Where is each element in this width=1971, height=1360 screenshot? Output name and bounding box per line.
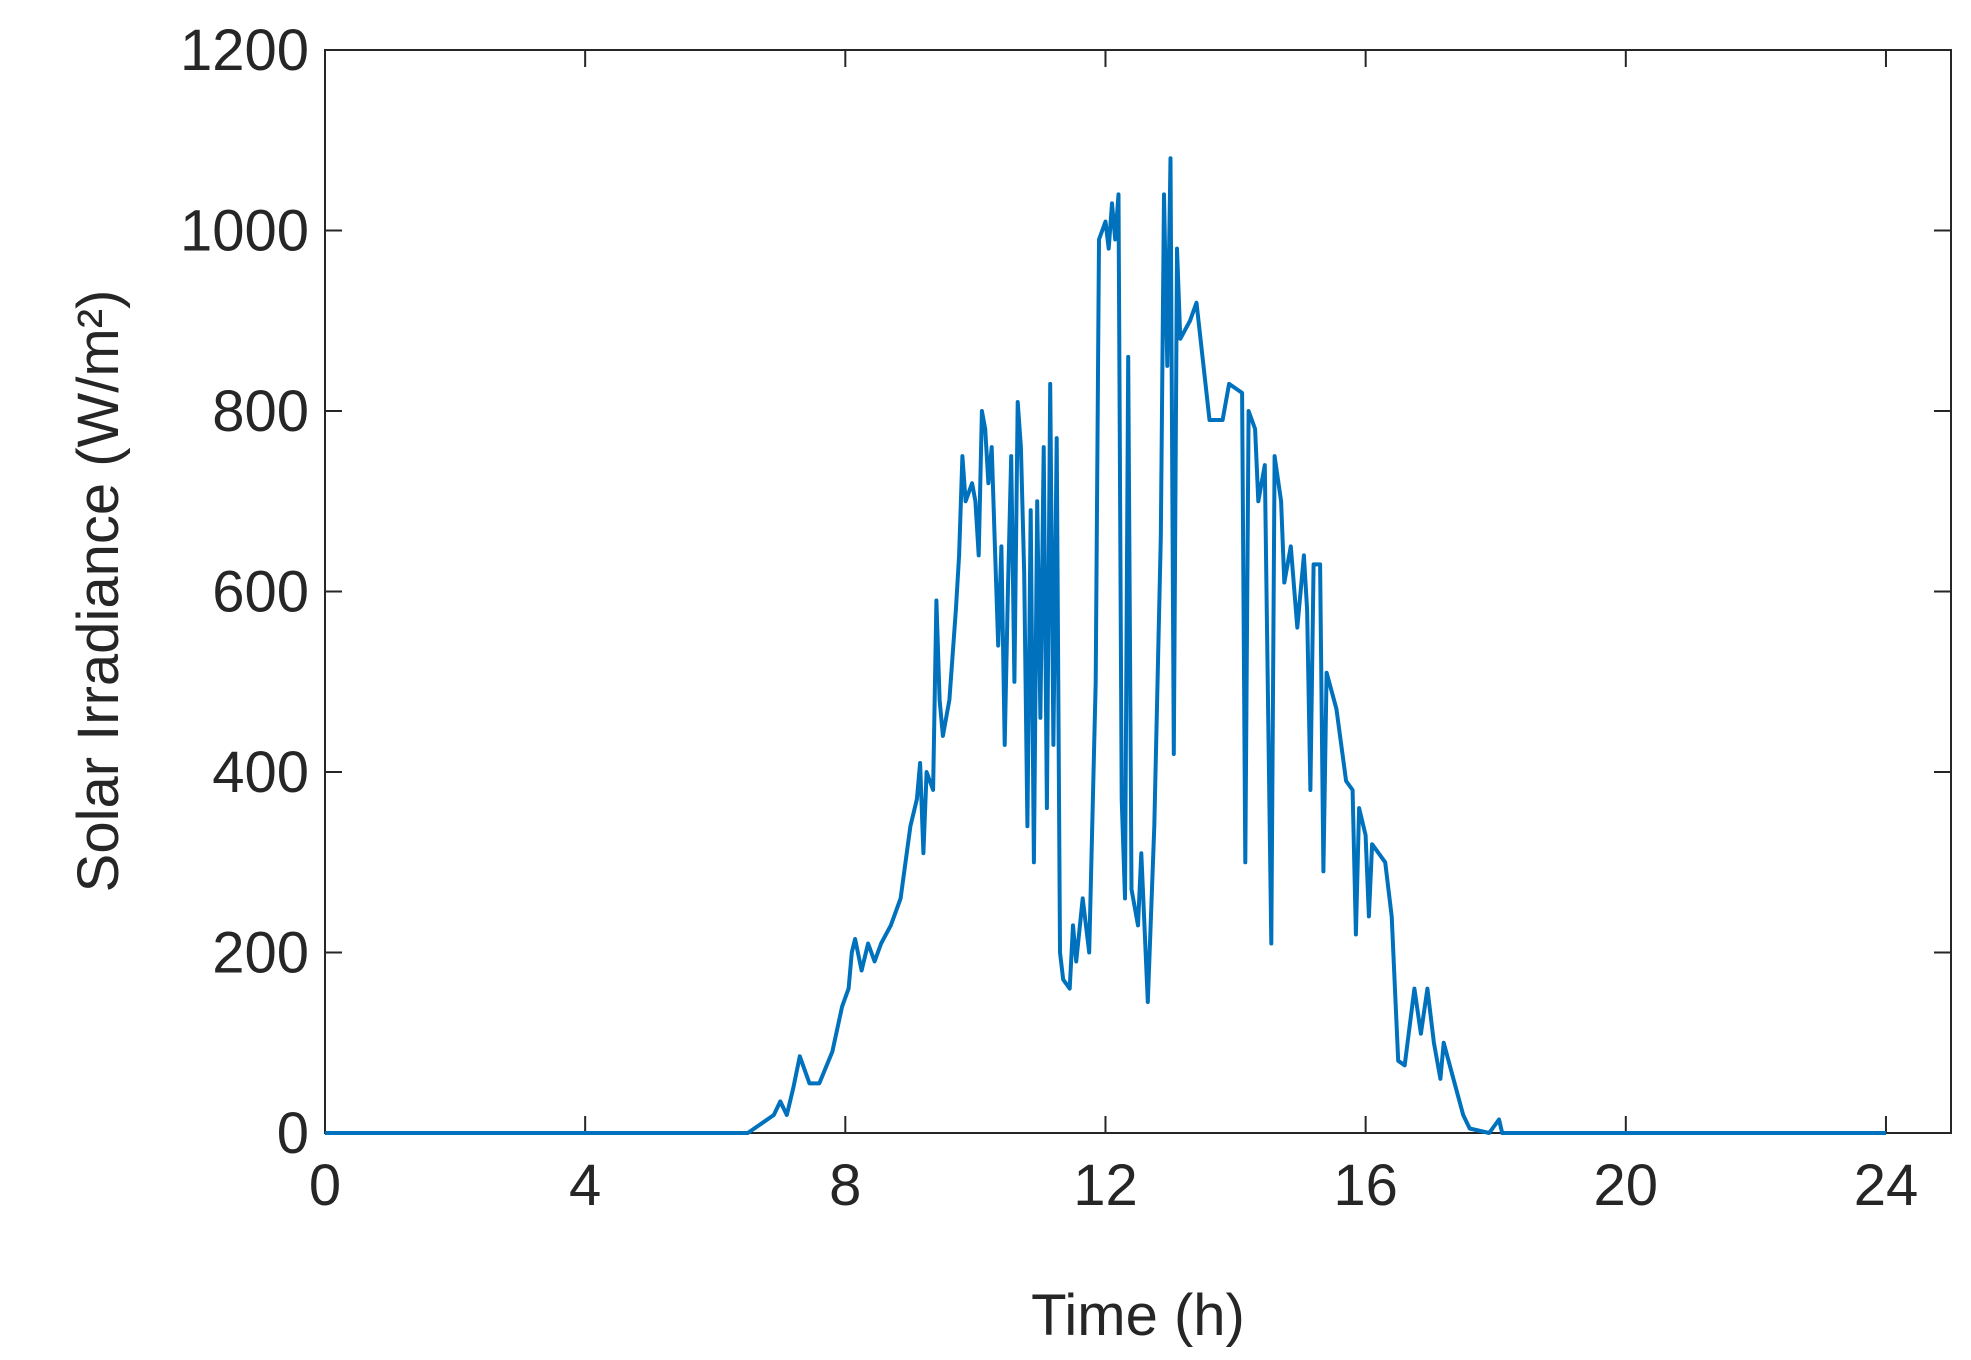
y-tick-label: 200 xyxy=(212,921,309,986)
y-tick-label: 1200 xyxy=(180,18,309,83)
x-tick-label: 12 xyxy=(1073,1153,1138,1218)
y-axis-label: Solar Irradiance (W/m²) xyxy=(66,290,131,893)
y-tick-label: 600 xyxy=(212,560,309,625)
x-tick-label: 4 xyxy=(569,1153,601,1218)
y-tick-label: 1000 xyxy=(180,199,309,264)
x-tick-label: 8 xyxy=(829,1153,861,1218)
y-tick-label: 0 xyxy=(277,1101,309,1166)
y-tick-label: 800 xyxy=(212,379,309,444)
line-series xyxy=(325,156,1886,1135)
x-tick-label: 20 xyxy=(1594,1153,1659,1218)
y-tick-label: 400 xyxy=(212,740,309,805)
x-tick-label: 16 xyxy=(1333,1153,1398,1218)
x-tick-label: 24 xyxy=(1854,1153,1919,1218)
plot-frame xyxy=(324,49,1952,1134)
x-axis-label: Time (h) xyxy=(1031,1283,1245,1348)
x-tick-label: 0 xyxy=(309,1153,341,1218)
